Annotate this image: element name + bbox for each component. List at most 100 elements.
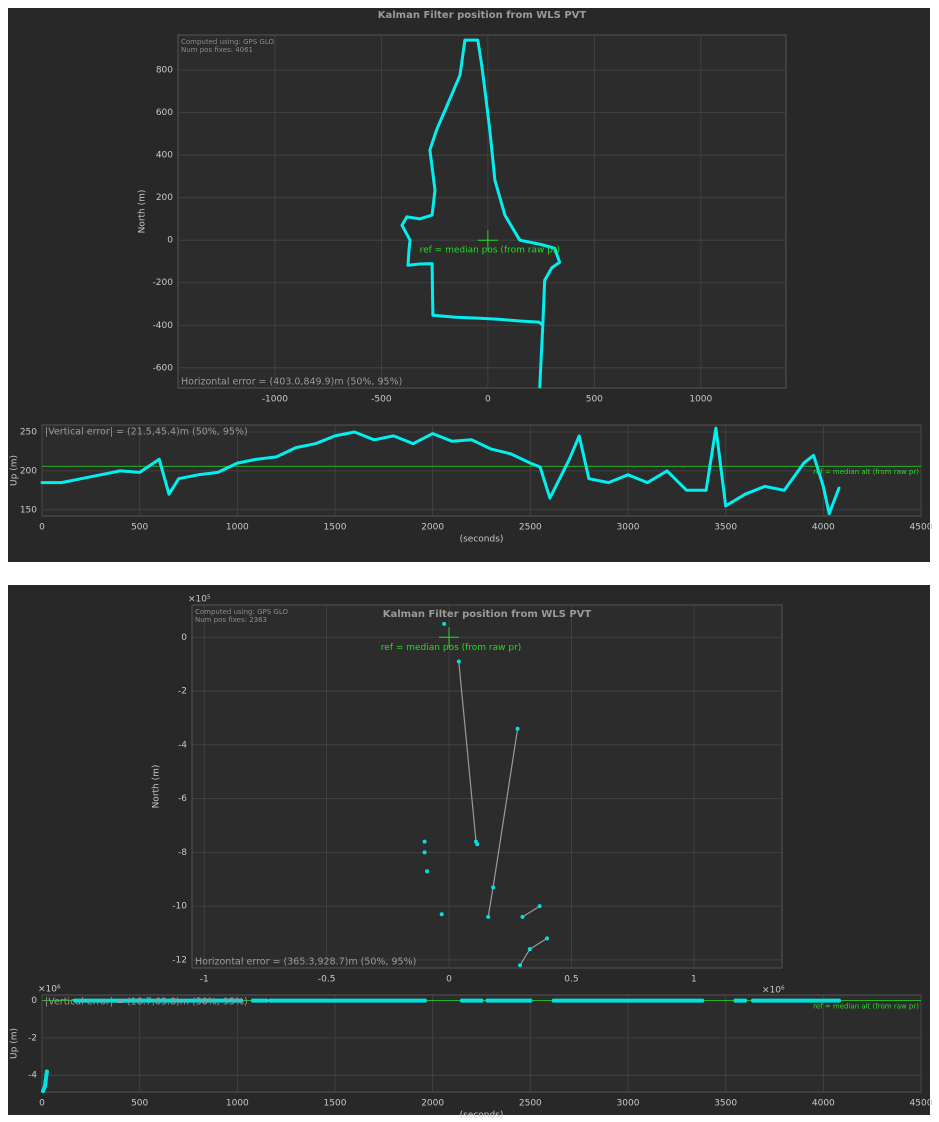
x-tick-label: 2500 [519, 523, 542, 533]
x-tick-label: 0 [39, 1099, 45, 1109]
x-tick-label: 3500 [714, 523, 737, 533]
x-tick-label: 3500 [714, 1099, 737, 1109]
x-tick-label: 1 [691, 975, 697, 985]
data-point [44, 1069, 49, 1074]
data-line [40, 426, 841, 516]
x-tick-label: 1000 [226, 1099, 249, 1109]
x-tick-label: 4500 [910, 523, 933, 533]
data-point [442, 621, 447, 626]
y-tick-label: -4 [28, 1071, 37, 1081]
x-tick-label: 1500 [324, 523, 347, 533]
y-tick-label: 800 [156, 66, 173, 76]
x-tick-label: 1000 [689, 395, 712, 405]
x-tick-label: 3000 [617, 1099, 640, 1109]
x-tick-label: 0 [446, 975, 452, 985]
data-point [743, 998, 748, 1003]
y-tick-label: -12 [172, 955, 187, 965]
data-point [40, 1089, 45, 1094]
data-line [400, 38, 562, 389]
y-axis-label: Up (m) [10, 1028, 20, 1059]
x-tick-label: 4000 [812, 523, 835, 533]
data-point [268, 998, 273, 1003]
y-tick-label: -4 [178, 740, 187, 750]
x-tick-label: 2000 [421, 523, 444, 533]
data-point [544, 936, 549, 941]
data-point [42, 1084, 47, 1089]
x-tick-label: 500 [131, 1099, 148, 1109]
y-tick-label: -6 [178, 794, 187, 804]
data-point [439, 912, 444, 917]
data-point [264, 998, 269, 1003]
y-tick-label: -2 [28, 1033, 37, 1043]
y-tick-label: 0 [181, 633, 187, 643]
data-point [239, 998, 244, 1003]
y-tick-label: -200 [153, 278, 174, 288]
note: Computed using: GPS GLO [181, 38, 274, 46]
data-point [422, 998, 427, 1003]
x-exponent: ×10⁶ [762, 986, 785, 996]
chart-title: Kalman Filter position from WLS PVT [378, 10, 587, 21]
note: Computed using: GPS GLO [195, 608, 288, 616]
x-tick-label: 500 [586, 395, 603, 405]
data-point [425, 869, 430, 874]
data-point [528, 998, 533, 1003]
x-tick-label: 0.5 [564, 975, 578, 985]
data-point [485, 998, 490, 1003]
y-tick-label: 600 [156, 108, 173, 118]
ref-label: ref = median pos (from raw pr) [420, 246, 561, 256]
x-tick-label: 2500 [519, 1099, 542, 1109]
data-point [459, 998, 464, 1003]
data-point [700, 998, 705, 1003]
plot-area [177, 34, 787, 389]
ref-label: ref = median pos (from raw pr) [381, 643, 522, 653]
y-tick-label: -2 [178, 687, 187, 697]
y-exponent: ×10⁶ [38, 985, 61, 995]
chart-title: Kalman Filter position from WLS PVT [383, 609, 592, 620]
data-point [250, 998, 255, 1003]
data-point [527, 947, 532, 952]
x-tick-label: 0 [39, 523, 45, 533]
y-tick-label: 150 [20, 505, 37, 515]
x-tick-label: 0 [485, 395, 491, 405]
data-point [456, 659, 461, 664]
x-tick-label: 2000 [421, 1099, 444, 1109]
data-point [422, 839, 427, 844]
y-tick-label: 0 [31, 996, 37, 1006]
y-tick-label: 200 [20, 466, 37, 476]
x-tick-label: 500 [131, 523, 148, 533]
x-tick-label: 3000 [617, 523, 640, 533]
data-point [520, 914, 525, 919]
y-axis-label: North (m) [152, 765, 162, 809]
x-axis-label: (seconds) [460, 1111, 504, 1121]
plot-area [41, 994, 922, 1093]
data-point [479, 998, 484, 1003]
y-tick-label: 0 [167, 236, 173, 246]
x-axis-label: (seconds) [460, 535, 504, 545]
data-point [515, 726, 520, 731]
x-tick-label: -0.5 [318, 975, 336, 985]
x-tick-label: -1 [200, 975, 209, 985]
data-point [751, 998, 756, 1003]
y-axis-label: North (m) [138, 190, 148, 234]
data-point [486, 914, 491, 919]
x-tick-label: -500 [371, 395, 392, 405]
error-label: Horizontal error = (403.0,849.9)m (50%, … [181, 377, 402, 388]
y-tick-label: -600 [153, 363, 174, 373]
x-tick-label: 1500 [324, 1099, 347, 1109]
y-exponent: ×10⁵ [188, 595, 211, 605]
y-tick-label: -400 [153, 321, 174, 331]
error-label: |Vertical error| = (21.5,45.4)m (50%, 95… [45, 427, 248, 438]
data-point [518, 963, 523, 968]
data-point [551, 998, 556, 1003]
data-point [422, 850, 427, 855]
error-label: |Vertical error| = (18.7,63.8)m (50%, 95… [45, 997, 248, 1008]
x-tick-label: 4500 [910, 1099, 933, 1109]
y-tick-label: 250 [20, 428, 37, 438]
error-label: Horizontal error = (365.3,928.7)m (50%, … [195, 957, 416, 968]
y-tick-label: -10 [172, 902, 187, 912]
note: Num pos fixes: 4061 [181, 46, 253, 54]
data-point [475, 842, 480, 847]
data-point [537, 904, 542, 909]
y-tick-label: 400 [156, 151, 173, 161]
ref-label: ref = median alt (from raw pr) [813, 1003, 919, 1011]
